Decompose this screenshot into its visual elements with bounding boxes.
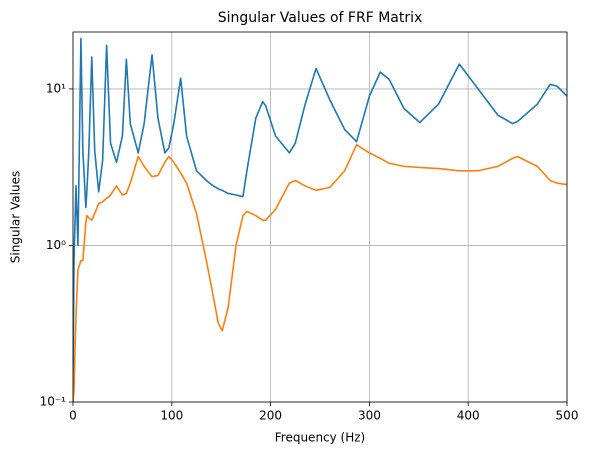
y-tick-label: 10⁻¹ — [40, 395, 67, 409]
x-tick-label: 400 — [457, 409, 480, 423]
x-tick-label: 500 — [556, 409, 579, 423]
chart-title: Singular Values of FRF Matrix — [218, 10, 423, 26]
plot-frame — [72, 31, 568, 403]
series-line — [73, 143, 567, 402]
y-tick-label: 10¹ — [46, 81, 66, 95]
series-line — [73, 37, 567, 390]
y-tick-label: 10⁰ — [46, 238, 66, 252]
x-tick-label: 0 — [69, 409, 77, 423]
x-tick-label: 100 — [160, 409, 183, 423]
x-tick-label: 300 — [358, 409, 381, 423]
x-tick-label: 200 — [259, 409, 282, 423]
x-axis-label: Frequency (Hz) — [275, 431, 366, 445]
y-axis-label: Singular Values — [9, 171, 23, 263]
